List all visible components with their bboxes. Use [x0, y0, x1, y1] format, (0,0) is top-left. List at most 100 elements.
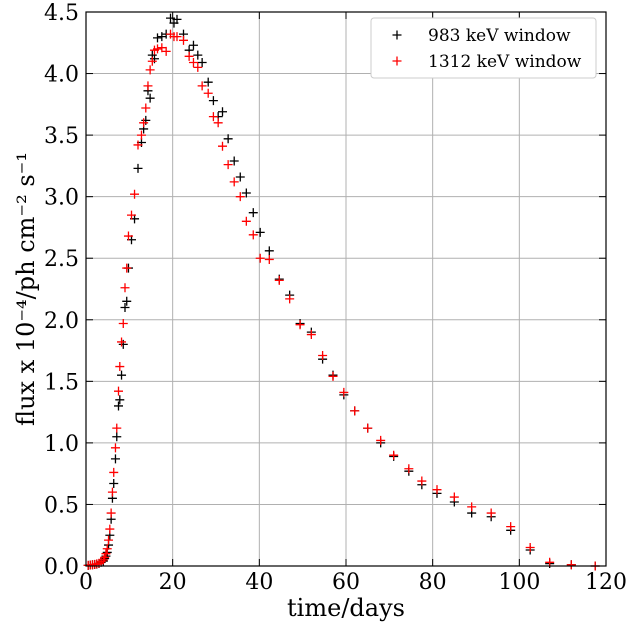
data-point: [118, 339, 128, 349]
data-point: [115, 362, 125, 372]
data-point: [467, 502, 477, 512]
data-point: [104, 535, 114, 545]
data-point: [218, 107, 227, 117]
data-point: [120, 302, 130, 312]
x-tick-label: 100: [498, 570, 540, 595]
data-point: [122, 263, 132, 273]
data-point: [208, 96, 218, 106]
y-tick-label: 1.0: [44, 432, 79, 457]
legend-label: 983 keV window: [428, 26, 571, 46]
x-tick-label: 60: [332, 570, 360, 595]
data-point: [525, 543, 535, 553]
x-tick-label: 40: [245, 570, 273, 595]
data-point: [107, 487, 117, 497]
data-point: [545, 557, 555, 567]
data-point: [208, 112, 218, 122]
axis-ticks: 0 20 40 60 80 100 120 0.0 0.5 1.0 1.5 2.0 2.5 3.0 3.5 4…: [44, 1, 627, 595]
data-point: [229, 177, 239, 187]
data-point: [139, 118, 149, 128]
data-point: [350, 406, 360, 416]
data-point: [417, 476, 427, 486]
data-point: [197, 81, 207, 91]
data-point: [127, 210, 136, 220]
y-axis-title: flux x 10⁻⁴/ph cm⁻² s⁻¹: [12, 152, 40, 426]
data-point: [255, 227, 265, 237]
data-point: [376, 435, 386, 445]
data-point: [363, 423, 373, 433]
data-point: [193, 50, 203, 60]
x-tick-label: 120: [585, 570, 627, 595]
data-point: [264, 246, 274, 256]
data-point: [248, 230, 258, 240]
y-tick-label: 3.0: [44, 186, 79, 211]
y-tick-label: 0.0: [44, 555, 79, 580]
x-tick-label: 20: [159, 570, 187, 595]
data-point: [102, 544, 112, 554]
series-1: [83, 13, 600, 571]
data-point: [241, 216, 251, 226]
data-point: [197, 57, 207, 67]
data-point: [229, 156, 239, 166]
data-point: [101, 549, 111, 559]
data-point: [109, 479, 119, 489]
data-point: [223, 160, 233, 170]
data-point: [112, 432, 122, 442]
data-point: [449, 492, 459, 502]
data-point: [130, 189, 140, 199]
data-point: [203, 77, 213, 87]
data-point: [105, 524, 115, 534]
data-point: [213, 118, 223, 128]
data-point: [109, 467, 119, 477]
data-point: [506, 522, 516, 532]
data-point: [248, 208, 258, 218]
data-point: [235, 172, 245, 182]
data-point: [241, 188, 251, 198]
data-point: [114, 386, 123, 396]
data-point: [114, 401, 123, 411]
data-point: [123, 231, 133, 241]
data-point: [218, 141, 227, 151]
data-point: [306, 330, 316, 340]
data-point: [295, 320, 305, 330]
data-point: [255, 253, 265, 263]
y-tick-label: 3.5: [44, 124, 79, 149]
y-tick-label: 1.5: [44, 370, 79, 395]
data-point: [235, 192, 245, 202]
data-point: [172, 32, 182, 42]
data-point: [404, 464, 414, 474]
data-point: [118, 318, 128, 328]
legend-marker: [392, 56, 402, 66]
data-point: [147, 56, 157, 66]
data-point: [285, 294, 295, 304]
data-point: [120, 283, 130, 293]
data-point: [389, 450, 399, 460]
legend-marker: [392, 30, 402, 40]
data-point: [153, 33, 162, 43]
x-tick-label: 80: [419, 570, 447, 595]
data-point: [264, 254, 274, 264]
data-point: [117, 337, 127, 347]
y-tick-label: 0.5: [44, 493, 79, 518]
data-point: [145, 65, 155, 75]
data-point: [184, 51, 194, 61]
legend-label: 1312 keV window: [428, 52, 582, 72]
y-tick-label: 2.0: [44, 309, 79, 334]
data-point: [141, 115, 151, 125]
data-point: [117, 370, 127, 380]
legend-box: [370, 17, 597, 79]
data-point: [203, 88, 213, 98]
data-point: [112, 423, 122, 433]
legend: 983 keV window 1312 keV window: [370, 17, 597, 79]
data-point: [100, 552, 110, 562]
data-points: [83, 13, 600, 571]
data-point: [110, 454, 120, 464]
data-point: [115, 395, 125, 405]
data-point: [318, 350, 328, 360]
x-tick-label: 0: [79, 570, 93, 595]
data-point: [161, 46, 171, 56]
data-point: [188, 57, 198, 67]
data-point: [223, 134, 233, 144]
data-point: [274, 275, 284, 285]
y-tick-label: 4.0: [44, 63, 79, 88]
data-point: [166, 13, 175, 23]
